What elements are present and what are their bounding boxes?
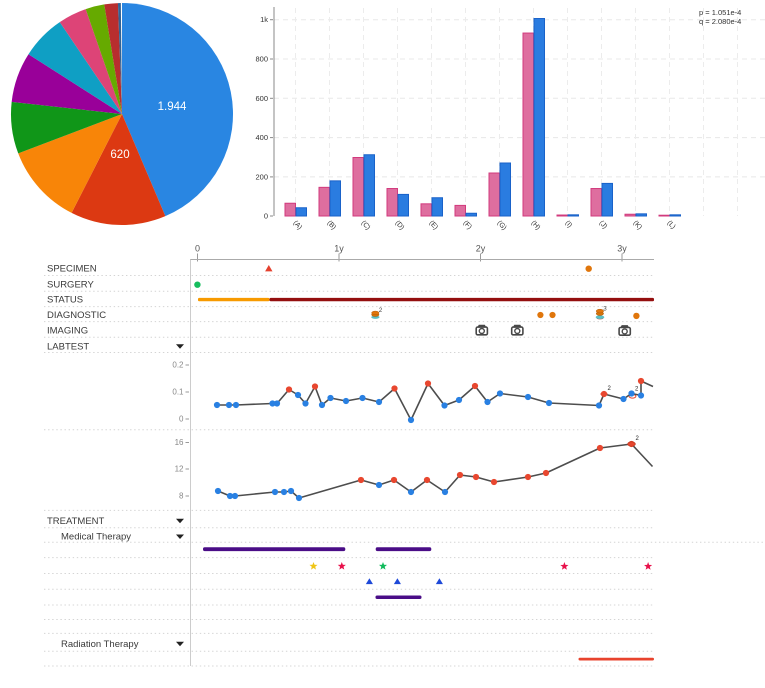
svg-text:620: 620 xyxy=(110,149,129,161)
svg-text:(L): (L) xyxy=(666,220,677,231)
svg-text:(H): (H) xyxy=(530,220,542,232)
svg-text:(C): (C) xyxy=(360,220,372,232)
svg-text:(B): (B) xyxy=(326,220,337,232)
svg-text:3: 3 xyxy=(603,305,607,312)
svg-text:SURGERY: SURGERY xyxy=(47,280,94,291)
svg-text:2: 2 xyxy=(379,307,383,314)
svg-text:IMAGING: IMAGING xyxy=(47,326,88,337)
svg-text:Radiation Therapy: Radiation Therapy xyxy=(61,639,139,650)
svg-text:(F): (F) xyxy=(462,220,473,231)
svg-text:DIAGNOSTIC: DIAGNOSTIC xyxy=(47,310,106,321)
svg-text:(E): (E) xyxy=(428,220,439,232)
svg-text:Medical Therapy: Medical Therapy xyxy=(61,532,131,543)
svg-text:1.944: 1.944 xyxy=(158,101,187,113)
svg-text:200: 200 xyxy=(255,172,268,181)
svg-text:800: 800 xyxy=(255,55,268,64)
svg-text:2: 2 xyxy=(608,386,612,392)
svg-text:2y: 2y xyxy=(476,244,486,254)
svg-text:8: 8 xyxy=(179,492,184,501)
svg-text:2: 2 xyxy=(635,387,639,393)
svg-text:0.1: 0.1 xyxy=(172,388,184,397)
svg-text:600: 600 xyxy=(255,94,268,103)
svg-text:(G): (G) xyxy=(496,220,508,232)
svg-text:3y: 3y xyxy=(617,244,627,254)
svg-text:STATUS: STATUS xyxy=(47,295,83,306)
svg-text:0.2: 0.2 xyxy=(172,361,184,370)
svg-text:TREATMENT: TREATMENT xyxy=(47,516,105,527)
svg-text:(D): (D) xyxy=(394,220,406,232)
svg-text:0: 0 xyxy=(179,415,184,424)
svg-text:1y: 1y xyxy=(334,244,344,254)
svg-text:q = 2.080e-4: q = 2.080e-4 xyxy=(699,17,741,26)
svg-text:(K): (K) xyxy=(632,220,643,232)
svg-text:2: 2 xyxy=(636,436,640,442)
svg-text:0: 0 xyxy=(195,244,200,254)
svg-text:p = 1.051e-4: p = 1.051e-4 xyxy=(699,8,741,17)
svg-text:0: 0 xyxy=(264,212,268,221)
svg-text:LABTEST: LABTEST xyxy=(47,342,89,353)
svg-text:400: 400 xyxy=(255,133,268,142)
svg-text:SPECIMEN: SPECIMEN xyxy=(47,264,97,275)
svg-text:1k: 1k xyxy=(260,15,268,24)
svg-text:(J): (J) xyxy=(598,220,609,231)
svg-text:(A): (A) xyxy=(292,220,303,232)
svg-text:16: 16 xyxy=(175,438,184,447)
svg-text:12: 12 xyxy=(175,465,184,474)
svg-text:(I): (I) xyxy=(564,220,574,230)
